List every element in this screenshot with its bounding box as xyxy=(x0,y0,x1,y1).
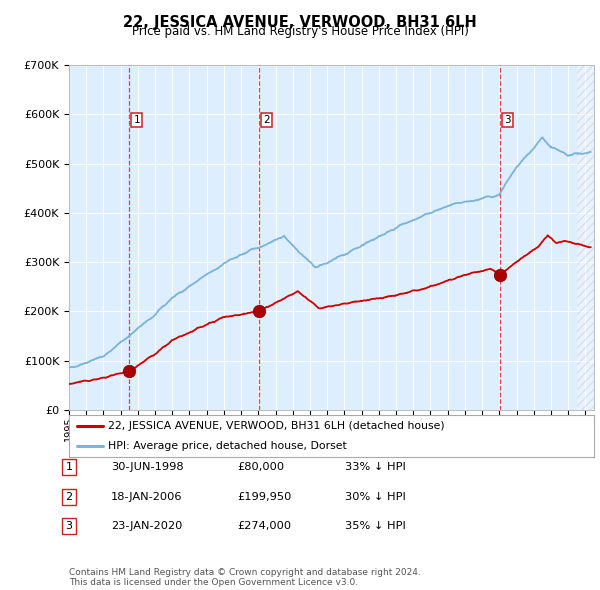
Text: Price paid vs. HM Land Registry's House Price Index (HPI): Price paid vs. HM Land Registry's House … xyxy=(131,25,469,38)
Text: 2: 2 xyxy=(65,492,73,502)
Text: 1: 1 xyxy=(65,463,73,472)
Text: 22, JESSICA AVENUE, VERWOOD, BH31 6LH (detached house): 22, JESSICA AVENUE, VERWOOD, BH31 6LH (d… xyxy=(109,421,445,431)
Text: £199,950: £199,950 xyxy=(237,492,292,502)
Text: 3: 3 xyxy=(65,522,73,531)
Text: 35% ↓ HPI: 35% ↓ HPI xyxy=(345,522,406,531)
Text: £80,000: £80,000 xyxy=(237,463,284,472)
Text: 33% ↓ HPI: 33% ↓ HPI xyxy=(345,463,406,472)
Text: 18-JAN-2006: 18-JAN-2006 xyxy=(111,492,182,502)
Text: £274,000: £274,000 xyxy=(237,522,291,531)
Text: 3: 3 xyxy=(505,115,511,125)
Text: 30-JUN-1998: 30-JUN-1998 xyxy=(111,463,184,472)
Text: 23-JAN-2020: 23-JAN-2020 xyxy=(111,522,182,531)
Text: 22, JESSICA AVENUE, VERWOOD, BH31 6LH: 22, JESSICA AVENUE, VERWOOD, BH31 6LH xyxy=(123,15,477,30)
Text: 2: 2 xyxy=(263,115,270,125)
Text: Contains HM Land Registry data © Crown copyright and database right 2024.
This d: Contains HM Land Registry data © Crown c… xyxy=(69,568,421,587)
Text: 1: 1 xyxy=(133,115,140,125)
Text: HPI: Average price, detached house, Dorset: HPI: Average price, detached house, Dors… xyxy=(109,441,347,451)
Text: 30% ↓ HPI: 30% ↓ HPI xyxy=(345,492,406,502)
